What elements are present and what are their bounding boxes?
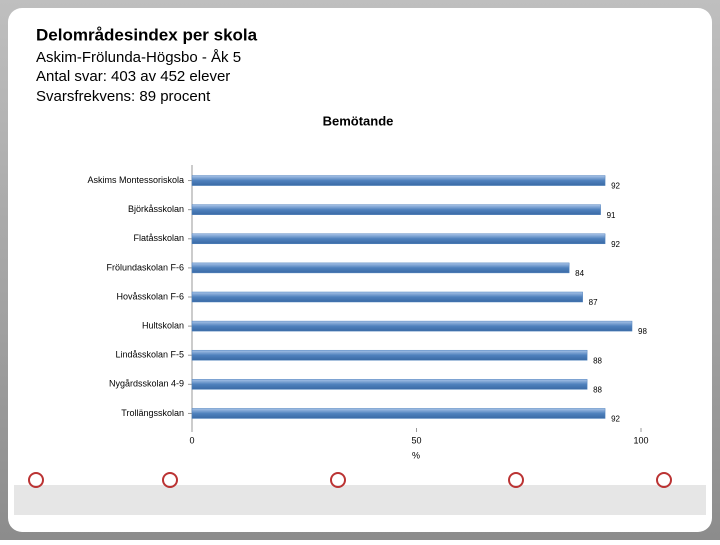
- value-label: 84: [575, 269, 584, 278]
- x-tick-label: 100: [633, 435, 648, 445]
- value-label: 92: [611, 182, 620, 191]
- value-label: 91: [607, 211, 616, 220]
- y-tick-label: Lindåsskolan F-5: [115, 350, 184, 360]
- y-tick-label: Nygårdsskolan 4-9: [109, 379, 184, 389]
- value-label: 88: [593, 385, 602, 394]
- value-label: 88: [593, 356, 602, 365]
- y-tick-label: Hovåsskolan F-6: [116, 291, 184, 301]
- y-tick-label: Askims Montessoriskola: [87, 175, 184, 185]
- bar: [191, 379, 588, 390]
- bar: [191, 349, 588, 361]
- y-tick-label: Frölundaskolan F-6: [106, 262, 184, 272]
- bar: [191, 408, 606, 419]
- bar: [191, 233, 606, 245]
- x-axis-label: %: [412, 450, 420, 460]
- y-tick-label: Flatåsskolan: [133, 233, 184, 243]
- y-tick-label: Hultskolan: [142, 320, 184, 330]
- bar: [191, 204, 601, 215]
- bar: [191, 320, 633, 332]
- y-tick-label: Trollängsskolan: [121, 408, 184, 418]
- subtitle-line: Askim-Frölunda-Högsbo - Åk 5: [36, 49, 241, 66]
- value-label: 87: [589, 298, 598, 307]
- x-tick-label: 0: [189, 435, 194, 445]
- value-label: 98: [638, 327, 647, 336]
- bar: [191, 291, 583, 303]
- slide-title: Delområdesindex per skola: [36, 25, 258, 44]
- chart-title: Bemötande: [323, 113, 394, 128]
- bar: [191, 175, 606, 186]
- value-label: 92: [611, 415, 620, 424]
- value-label: 92: [611, 240, 620, 249]
- bar: [191, 262, 570, 274]
- subtitle-line: Antal svar: 403 av 452 elever: [36, 68, 230, 85]
- x-tick-label: 50: [411, 435, 421, 445]
- decor: [14, 472, 706, 515]
- y-tick-label: Björkåsskolan: [128, 204, 184, 214]
- subtitle-line: Svarsfrekvens: 89 procent: [36, 88, 211, 105]
